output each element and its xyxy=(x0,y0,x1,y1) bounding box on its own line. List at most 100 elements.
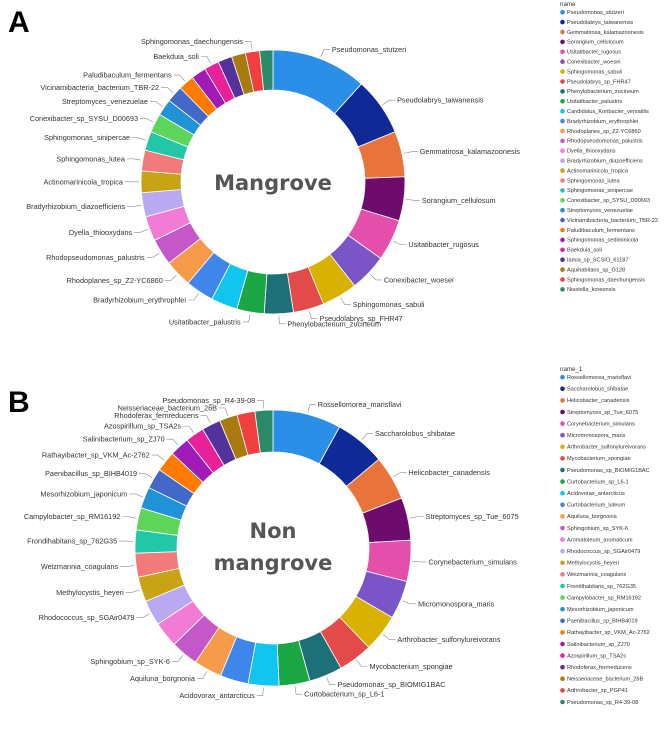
leader-line-weizmannia-coagulans xyxy=(120,565,135,567)
legend-swatch-rhodoferax-ferrireducens xyxy=(560,664,565,670)
leader-line-rhodoferax-ferrireducens xyxy=(200,415,211,423)
legend-label-sphingomonas-daechungensis: Sphingomonas_daechungensis xyxy=(567,277,645,283)
legend-label-rhodoplanes-sp-z2-yc6860: Rhodoplanes_sp_Z2-YC6860 xyxy=(567,129,641,135)
slice-label-rossellomorea-marisflavi: Rossellomorea_marisflavi xyxy=(318,400,402,409)
legend-swatch-candidatus-koribacter-versatilis xyxy=(560,108,565,114)
leader-line-usitatibacter-rugosus xyxy=(393,240,407,246)
legend-swatch-curtobacterium-sp-l6-1 xyxy=(560,479,565,484)
slice-label-paludibaculum-fermentans: Paludibaculum_fermentans xyxy=(83,71,172,80)
legend-label-methylocystis-heyeri: Methylocystis_heyeri xyxy=(567,561,619,567)
legend-label-azospirillum-sp-tsa2s: Azospirillum_sp_TSA2s xyxy=(567,653,626,659)
non-mangrove-center-title: Non mangrove xyxy=(214,519,333,575)
slice-label-pseudomonas-stutzeri: Pseudomonas_stutzeri xyxy=(332,45,407,54)
leader-line-neisseriaceae-bacterium-26b xyxy=(219,407,228,416)
slice-label-rhodopseudomonas-palustris: Rhodopseudomonas_palustris xyxy=(46,253,145,262)
legend-swatch-streptomyces-venezuelae xyxy=(560,207,565,213)
legend-swatch-salinibacterium-sp-zj70 xyxy=(560,641,565,647)
slice-label-salinibacterium-sp-zj70: Salinibacterium_sp_ZJ70 xyxy=(83,435,165,444)
legend-swatch-dyella-thiooxydans xyxy=(560,148,565,154)
slice-label-neisseriaceae-bacterium-26b: Neisseriaceae_bacterium_26B xyxy=(118,403,218,412)
legend-label-rossellomorea-marisflavi: Rossellomorea_marisflavi xyxy=(567,375,631,381)
slice-label-streptomyces-venezuelae: Streptomyces_venezuelae xyxy=(62,97,148,106)
legend-swatch-rhodoplanes-sp-z2-yc6860 xyxy=(560,128,565,134)
leader-line-micromonospora-maris xyxy=(402,600,417,605)
legend-swatch-pseudomonas-sp-biomig1bac xyxy=(560,467,565,473)
slice-label-pseudolabrys-taiwanensis: Pseudolabrys_taiwanensis xyxy=(397,96,484,105)
legend-label-pseudolabrys-sp-fhr47: Pseudolabrys_sp_FHR47 xyxy=(567,79,631,85)
leader-line-curtobacterium-sp-l6-1 xyxy=(294,686,303,695)
legend-label-sphingomonas-sediminicola: Sphingomonas_sediminicola xyxy=(567,238,639,244)
leader-line-mesorhizobium-japonicum xyxy=(129,493,143,498)
leader-line-paludibaculum-fermentans xyxy=(173,74,186,82)
leader-line-sphingomonas-sabuli xyxy=(340,297,351,305)
legend-swatch-baekduia-soli xyxy=(560,247,565,253)
legend-swatch-corynebacterium-simulans xyxy=(560,421,565,426)
slice-label-acidovorax-antarcticus: Acidovorax_antarcticus xyxy=(179,691,255,700)
legend-swatch-iamia-sp-scsio-61187 xyxy=(560,257,565,263)
slice-label-rhodoplanes-sp-z2-yc6860: Rhodoplanes_sp_Z2-YC6860 xyxy=(67,276,163,285)
leader-line-conexibacter-sp-sysu-d00693 xyxy=(140,118,154,123)
mangrove-slice-labels: Pseudomonas_stutzeri Pseudolabrys_taiwane… xyxy=(26,37,520,328)
leader-line-helicobacter-canadensis xyxy=(393,472,407,477)
legend-swatch-pseudomonas-sp-r4-39-08 xyxy=(560,699,565,705)
legend-label-usitatibacter-rugosus: Usitatibacter_rugosus xyxy=(567,50,621,56)
legend-swatch-sphingobium-sp-syk-6 xyxy=(560,525,565,531)
leader-line-pseudolabrys-sp-fhr47 xyxy=(309,310,318,319)
legend-label-usitatibacter-palustris: Usitatibacter_palustris xyxy=(567,99,622,105)
center-title-line: mangrove xyxy=(214,551,333,575)
leader-line-streptomyces-venezuelae xyxy=(149,101,163,107)
legend-swatch-usitatibacter-rugosus xyxy=(560,49,565,55)
legend-swatch-neisseriaceae-bacterium-26b xyxy=(560,676,565,682)
leader-line-rhodococcus-sp-sgair0479 xyxy=(136,613,150,618)
slice-label-bradyrhizobium-diazoefficiens: Bradyrhizobium_diazoefficiens xyxy=(26,202,125,211)
non-mangrove-slice-labels: Rossellomorea_marisflavi Saccharolobus_sh… xyxy=(24,396,519,700)
leader-line-azospirillum-sp-tsa2s xyxy=(183,425,194,433)
slice-label-helicobacter-canadensis: Helicobacter_canadensis xyxy=(408,468,490,477)
leader-line-sphingomonas-sinipercae xyxy=(132,137,146,141)
slice-label-sorangium-cellulosum: Sorangium_cellulosum xyxy=(422,196,496,205)
leader-line-paenibacillus-sp-bihb4019 xyxy=(139,473,153,478)
legend-swatch-arthrobacter-sp-pgp41 xyxy=(560,688,565,693)
leader-line-mycobacterium-spongiae xyxy=(356,660,368,667)
slice-label-mycobacterium-spongiae: Mycobacterium_spongiae xyxy=(369,662,452,671)
legend-label-pseudomonas-sp-r4-39-08: Pseudomonas_sp_R4-39-08 xyxy=(567,700,638,706)
center-title-line: Non xyxy=(250,519,297,543)
legend-swatch-paenibacillus-sp-bihb4019 xyxy=(560,618,565,624)
legend-swatch-rhodopseudomonas-palustris xyxy=(560,138,565,144)
slice-label-usitatibacter-palustris: Usitatibacter_palustris xyxy=(169,317,241,326)
slice-niastella-koreensis xyxy=(259,49,274,91)
legend-label-frondihabitans-sp-762g35: Frondihabitans_sp_762G35 xyxy=(567,584,636,590)
legend-label-sphingobium-sp-syk-6: Sphingobium_sp_SYK-6 xyxy=(567,526,628,532)
legend-swatch-sorangium-cellulosum xyxy=(560,39,565,45)
legend-swatch-gemmatirosa-kalamazoonesis xyxy=(560,29,565,35)
leader-line-sphingobium-sp-syk-6 xyxy=(171,655,184,662)
slice-label-rathayibacter-sp-vkm-ac-2762: Rathayibacter_sp_VKM_Ac-2762 xyxy=(42,451,150,460)
mangrove-legend: name Pseudomonas_stutzeri Pseudolabrys_tai… xyxy=(560,1,658,293)
legend-label-curtobacterium-luteum: Curtobacterium_luteum xyxy=(567,503,625,509)
slice-label-pseudomonas-sp-biomig1bac: Pseudomonas_sp_BIOMIG1BAC xyxy=(338,680,446,689)
legend-label-sphingomonas-lutea: Sphingomonas_lutea xyxy=(567,178,620,184)
legend-label-rhodopseudomonas-palustris: Rhodopseudomonas_palustris xyxy=(567,139,643,145)
legend-label-aromatoleum-aromaticum: Aromatoleum_aromaticum xyxy=(567,537,633,543)
legend-swatch-helicobacter-canadensis xyxy=(560,398,565,403)
panel-b: B Rossellomorea_marisflavi Saccharolobus_… xyxy=(8,366,650,706)
legend-label-phenylobacterium-zucineum: Phenylobacterium_zucineum xyxy=(567,89,639,95)
slice-label-usitatibacter-rugosus: Usitatibacter_rugosus xyxy=(408,240,479,249)
legend-swatch-curtobacterium-luteum xyxy=(560,502,565,508)
legend-swatch-aquihabitans-sp-g128 xyxy=(560,267,565,272)
legend-swatch-streptomyces-sp-tue-6075 xyxy=(560,409,565,415)
leader-line-sphingomonas-daechungensis xyxy=(244,41,253,50)
slice-label-paenibacillus-sp-bihb4019: Paenibacillus_sp_BIHB4019 xyxy=(45,469,137,478)
leader-line-vicinamibacteria-bacterium-tbr-22 xyxy=(161,87,174,93)
slice-label-phenylobacterium-zucineum: Phenylobacterium_zucineum xyxy=(287,319,381,328)
slice-label-conexibacter-sp-sysu-d00693: Conexibacter_sp_SYSU_D00693 xyxy=(30,114,138,123)
legend-label-conexibacter-sp-sysu-d00693: Conexibacter_sp_SYSU_D00693 xyxy=(567,198,650,204)
legend-label-weizmannia-coagulans: Weizmannia_coagulans xyxy=(567,572,626,578)
legend-swatch-pseudomonas-stutzeri xyxy=(560,9,565,15)
legend-label-paludibaculum-fermentans: Paludibaculum_fermentans xyxy=(567,228,635,234)
legend-swatch-sphingomonas-lutea xyxy=(560,178,565,183)
leader-line-arthrobacter-sulfonylureivorans xyxy=(382,634,396,640)
legend-swatch-mycobacterium-spongiae xyxy=(560,456,565,461)
slice-label-mesorhizobium-japonicum: Mesorhizobium_japonicum xyxy=(40,489,127,498)
leader-line-bradyrhizobium-diazoefficiens xyxy=(127,204,142,207)
